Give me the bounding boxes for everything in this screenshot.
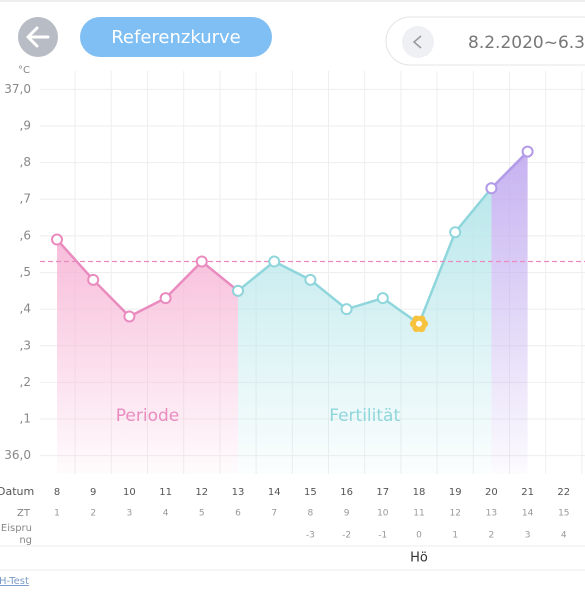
- date-range: 8.2.2020~6.3: [468, 33, 585, 53]
- back-arrow: [26, 26, 50, 48]
- zt-value: 1: [54, 509, 60, 519]
- x-tick-label: 11: [159, 487, 172, 498]
- x-tick-label: 16: [340, 487, 353, 498]
- zt-value: 6: [235, 509, 241, 519]
- point: [195, 255, 208, 268]
- date-range-pill[interactable]: [385, 16, 585, 66]
- test-row-label: H-Test: [0, 576, 29, 587]
- x-tick-label: 12: [195, 487, 208, 498]
- ovulation-row-label: Eisprung: [0, 523, 32, 546]
- x-tick-label: 15: [304, 487, 317, 498]
- date-back-icon: [402, 26, 434, 58]
- ovulation-day: 3: [525, 531, 531, 541]
- y-tick-label: ,1: [20, 412, 31, 426]
- area: [57, 239, 238, 474]
- date-back-chevron: [412, 35, 422, 49]
- point: [232, 284, 244, 297]
- x-tick-label: 14: [268, 487, 281, 498]
- x-tick-label: 8: [54, 487, 60, 498]
- y-tick-label: 36,0: [4, 448, 31, 462]
- zt-value: 7: [271, 509, 277, 519]
- point: [376, 292, 389, 305]
- y-tick-label: ,6: [20, 228, 31, 242]
- point: [51, 233, 63, 246]
- date-row-label: Datum: [0, 485, 34, 498]
- point: [87, 273, 100, 286]
- plot: Periode Fertilität: [40, 145, 585, 426]
- zt-value: 3: [127, 509, 133, 519]
- ovulation-day: -1: [378, 531, 387, 541]
- zt-value: 2: [90, 509, 96, 519]
- note: Hö: [410, 551, 428, 566]
- point: [159, 292, 172, 305]
- x-tick-label: 22: [557, 487, 570, 498]
- zt-value: 10: [377, 509, 389, 519]
- point: [123, 310, 136, 323]
- zt-value: 5: [199, 509, 205, 519]
- line: [56, 238, 239, 318]
- ovulation-day: -3: [306, 531, 315, 541]
- y-tick-label: ,9: [20, 118, 31, 132]
- zt-value: 11: [413, 509, 424, 519]
- ovulation-day: 2: [489, 531, 495, 541]
- ovulation-day: 0: [416, 531, 422, 541]
- petal-center: [416, 320, 422, 327]
- point: [449, 226, 462, 239]
- y-tick-label: ,4: [20, 302, 31, 316]
- x-tick-label: 13: [232, 487, 245, 498]
- ovulation-day: 1: [452, 531, 458, 541]
- y-tick-label: ,7: [20, 192, 31, 206]
- zt-value: 13: [486, 509, 497, 519]
- phase-label: Periode: [116, 406, 179, 426]
- point: [521, 145, 534, 158]
- y-tick-label: ,5: [20, 265, 31, 279]
- ovulation-point: [410, 315, 428, 333]
- reference-button-label: Referenzkurve: [111, 27, 241, 48]
- zt-value: 9: [344, 509, 350, 519]
- y-tick-label: 37,0: [4, 82, 31, 96]
- x-tick-label: 19: [449, 487, 462, 498]
- zt-value: 14: [522, 509, 534, 519]
- zt-row-label: ZT: [17, 508, 31, 519]
- line: [237, 187, 493, 326]
- area: [238, 188, 492, 474]
- y-tick-label: ,3: [20, 338, 31, 352]
- y-tick-label: ,2: [20, 375, 31, 389]
- reference-button[interactable]: [80, 17, 272, 57]
- y-tick-label: ,8: [20, 155, 31, 169]
- line: [490, 150, 529, 190]
- zt-value: 4: [163, 509, 169, 519]
- zt-value: 12: [449, 509, 460, 519]
- areas: [57, 151, 528, 474]
- x-tick-label: 18: [413, 487, 426, 498]
- x-tick-label: 21: [521, 487, 534, 498]
- ovulation-day: -2: [342, 531, 351, 541]
- zt-value: 15: [558, 509, 569, 519]
- y-unit: °C: [18, 65, 30, 76]
- x-tick-label: 17: [376, 487, 389, 498]
- phase-label: Fertilität: [329, 406, 400, 426]
- area: [491, 151, 528, 474]
- x-tick-label: 10: [123, 487, 136, 498]
- point: [485, 182, 498, 195]
- x-tick-label: 20: [485, 487, 498, 498]
- ovulation-day: 4: [561, 531, 567, 541]
- x-tick-label: 9: [90, 487, 96, 498]
- point: [340, 303, 353, 316]
- zt-value: 8: [308, 509, 314, 519]
- point: [268, 255, 281, 268]
- point: [304, 273, 317, 286]
